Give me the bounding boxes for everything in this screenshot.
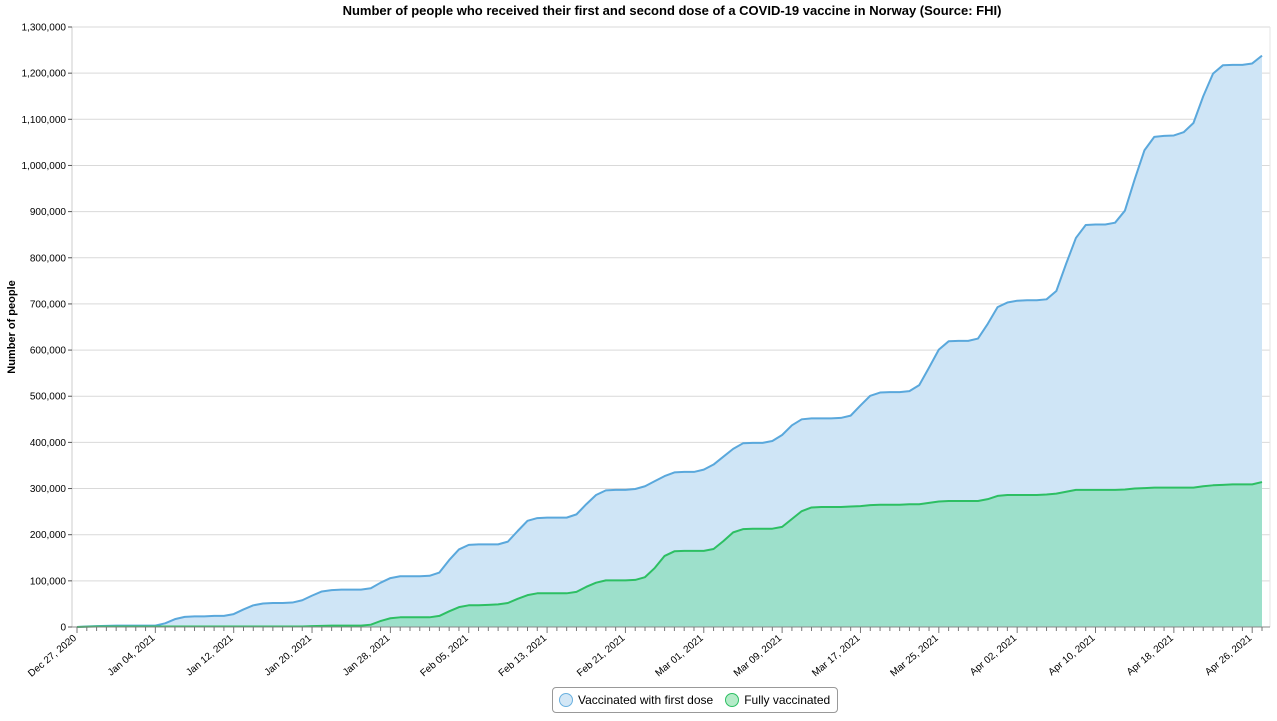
y-tick-label: 300,000 [30,484,67,495]
y-tick-label: 400,000 [30,438,67,449]
x-tick-label: Mar 09, 2021 [732,633,785,680]
x-tick-label: Mar 25, 2021 [889,633,942,680]
series-area-0 [77,55,1262,628]
y-tick-label: 900,000 [30,207,67,218]
x-tick-label: Apr 02, 2021 [968,633,1019,679]
y-tick-label: 1,000,000 [22,161,67,172]
x-tick-label: Feb 05, 2021 [418,633,471,680]
y-tick-label: 1,300,000 [22,23,67,34]
y-axis-title: Number of people [6,280,18,374]
chart-title: Number of people who received their firs… [342,3,1002,18]
x-tick-label: Apr 26, 2021 [1203,633,1254,679]
y-tick-label: 500,000 [30,392,67,403]
x-tick-label: Jan 28, 2021 [341,633,393,679]
legend-item-fully-vaccinated[interactable]: Fully vaccinated [725,693,830,707]
series-line-0[interactable] [76,54,1263,628]
legend-swatch-first-dose [559,693,573,707]
x-tick-label: Apr 10, 2021 [1047,633,1098,679]
x-tick-label: Jan 20, 2021 [263,633,315,679]
legend-label-fully-vaccinated: Fully vaccinated [744,693,831,707]
x-tick-label: Jan 12, 2021 [184,633,236,679]
x-tick-label: Feb 21, 2021 [575,633,628,680]
y-tick-label: 0 [60,623,66,634]
y-tick-label: 1,100,000 [22,115,67,126]
y-tick-label: 800,000 [30,253,67,264]
x-tick-label: Mar 01, 2021 [653,633,706,680]
y-tick-label: 700,000 [30,299,67,310]
legend-label-first-dose: Vaccinated with first dose [578,693,714,707]
y-tick-label: 100,000 [30,576,67,587]
legend: Vaccinated with first dose Fully vaccina… [552,687,839,713]
y-tick-label: 1,200,000 [22,69,67,80]
y-tick-label: 600,000 [30,346,67,357]
x-tick-label: Jan 04, 2021 [106,633,158,679]
y-tick-label: 200,000 [30,530,67,541]
legend-item-first-dose[interactable]: Vaccinated with first dose [559,693,713,707]
x-tick-label: Feb 13, 2021 [497,633,550,680]
legend-swatch-fully-vaccinated [725,693,740,707]
x-tick-label: Dec 27, 2020 [26,633,79,680]
x-tick-label: Apr 18, 2021 [1125,633,1176,679]
series-areas [77,55,1262,628]
x-tick-label: Mar 17, 2021 [810,633,863,680]
